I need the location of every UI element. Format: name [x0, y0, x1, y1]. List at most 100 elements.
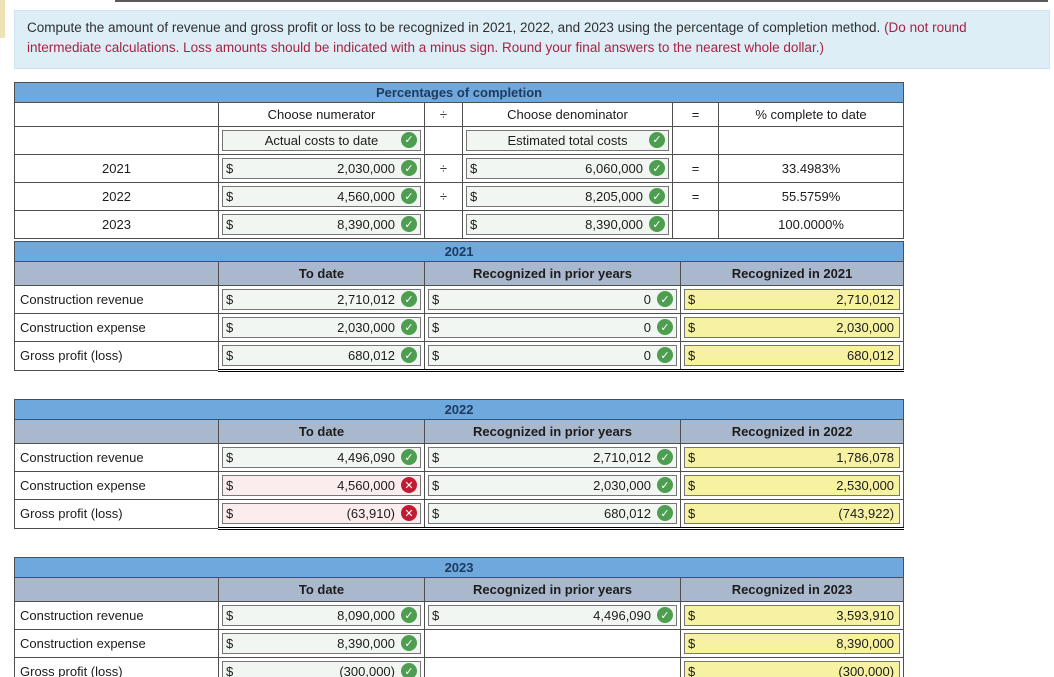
- to-date-input[interactable]: $ (300,000): [218, 656, 425, 677]
- check-icon: [657, 449, 673, 465]
- to-date-input[interactable]: $ 680,012: [218, 340, 425, 372]
- check-icon: [401, 291, 417, 307]
- recognized-result-cell: $ (300,000): [679, 656, 905, 677]
- recognized-value: 3,593,910: [836, 607, 895, 623]
- pct-row-2022: 2022 $ 4,560,000 ÷ $ 8,205,000: [14, 181, 905, 211]
- to-date-value: 2,030,000: [337, 319, 395, 335]
- dollar-sign: $: [688, 505, 696, 521]
- recognized-result-cell: $ 680,012: [679, 340, 905, 372]
- check-icon: [649, 188, 665, 204]
- row-label: Construction expense: [14, 312, 219, 342]
- to-date-value: 680,012: [348, 347, 395, 363]
- recognized-result-cell: $ (743,922): [679, 498, 905, 530]
- numerator-input-2023[interactable]: $ 8,390,000: [218, 209, 425, 239]
- prior-years-input[interactable]: $ 0: [424, 284, 681, 314]
- dollar-sign: $: [688, 635, 696, 651]
- row-label: Construction revenue: [14, 442, 219, 472]
- dollar-sign: $: [432, 607, 440, 623]
- to-date-input[interactable]: $ 8,090,000: [218, 600, 425, 630]
- recognized-result-cell: $ 2,710,012: [679, 284, 905, 314]
- row-label: Construction expense: [14, 628, 219, 658]
- section-header-blank: [14, 418, 219, 444]
- dollar-sign: $: [432, 291, 440, 307]
- row-label: Gross profit (loss): [14, 656, 219, 677]
- prior-years-value: 2,030,000: [593, 477, 651, 493]
- divide-sign: ÷: [424, 181, 463, 211]
- table-row: Construction revenue $ 2,710,012 $ 0: [14, 284, 905, 314]
- prior-years-input[interactable]: $ 680,012: [424, 498, 681, 530]
- pct-header-blank: [14, 101, 219, 127]
- denominator-value: 8,205,000: [585, 188, 643, 204]
- recognized-result-cell: $ 8,390,000: [679, 628, 905, 658]
- to-date-input[interactable]: $ 2,030,000: [218, 312, 425, 342]
- numerator-value: 8,390,000: [337, 216, 395, 232]
- table-row: Construction expense $ 8,390,000 $ 8,390…: [14, 628, 905, 658]
- denominator-input-2021[interactable]: $ 6,060,000: [462, 153, 673, 183]
- to-date-input[interactable]: $ 4,496,090: [218, 442, 425, 472]
- recognized-result-cell: $ 2,530,000: [679, 470, 905, 500]
- equals-sign: =: [672, 153, 719, 183]
- table-row: Construction revenue $ 4,496,090 $ 2,710…: [14, 442, 905, 472]
- prior-years-value: 0: [643, 319, 651, 335]
- prior-years-input[interactable]: $ 0: [424, 312, 681, 342]
- pct-equals-blank: [672, 125, 719, 155]
- recognized-result-cell: $ 2,030,000: [679, 312, 905, 342]
- denominator-input-2023[interactable]: $ 8,390,000: [462, 209, 673, 239]
- to-date-input[interactable]: $ 2,710,012: [218, 284, 425, 314]
- prior-years-input[interactable]: $ 2,710,012: [424, 442, 681, 472]
- pct-header-divide: ÷: [424, 101, 463, 127]
- recognized-result-cell: $ 3,593,910: [679, 600, 905, 630]
- section-title: 2022: [13, 398, 905, 420]
- denominator-value: 6,060,000: [585, 160, 643, 176]
- pct-result-blank: [717, 125, 905, 155]
- recognized-value: (300,000): [838, 663, 895, 677]
- col-recognized: Recognized in 2023: [679, 576, 905, 602]
- prior-years-value: 0: [643, 291, 651, 307]
- denominator-input-2022[interactable]: $ 8,205,000: [462, 181, 673, 211]
- prior-years-empty-cell: [424, 656, 681, 677]
- denominator-choice-label: Estimated total costs: [507, 132, 628, 148]
- numerator-input-2022[interactable]: $ 4,560,000: [218, 181, 425, 211]
- dollar-sign: $: [432, 505, 440, 521]
- pct-selector-blank: [14, 125, 219, 155]
- check-icon: [401, 131, 417, 148]
- year-table-2022: 2022 To date Recognized in prior years R…: [13, 398, 905, 530]
- prior-years-input[interactable]: $ 2,030,000: [424, 470, 681, 500]
- dollar-sign: $: [226, 216, 234, 232]
- prior-years-input[interactable]: $ 0: [424, 340, 681, 372]
- dollar-sign: $: [226, 347, 234, 363]
- to-date-value: 2,710,012: [337, 291, 395, 307]
- prior-years-value: 0: [643, 347, 651, 363]
- recognized-value: (743,922): [838, 505, 895, 521]
- dollar-sign: $: [226, 291, 234, 307]
- col-to-date: To date: [218, 260, 425, 286]
- recognized-value: 2,530,000: [836, 477, 895, 493]
- to-date-input[interactable]: $ 8,390,000: [218, 628, 425, 658]
- cross-icon: [401, 477, 417, 493]
- dollar-sign: $: [226, 635, 234, 651]
- to-date-input[interactable]: $ 4,560,000: [218, 470, 425, 500]
- row-label: Gross profit (loss): [14, 340, 219, 371]
- corner-artifact: [0, 0, 5, 38]
- check-icon: [401, 188, 417, 204]
- numerator-input-2021[interactable]: $ 2,030,000: [218, 153, 425, 183]
- to-date-input[interactable]: $ (63,910): [218, 498, 425, 530]
- col-recognized: Recognized in 2022: [679, 418, 905, 444]
- dollar-sign: $: [226, 663, 234, 677]
- check-icon: [657, 319, 673, 335]
- pct-complete-value: 100.0000%: [717, 209, 905, 239]
- dollar-sign: $: [432, 477, 440, 493]
- numerator-choice-cell[interactable]: Actual costs to date: [218, 125, 425, 155]
- check-icon: [401, 635, 417, 651]
- dollar-sign: $: [688, 663, 696, 677]
- prior-years-input[interactable]: $ 4,496,090: [424, 600, 681, 630]
- denominator-choice-cell[interactable]: Estimated total costs: [462, 125, 673, 155]
- check-icon: [401, 347, 417, 363]
- dollar-sign: $: [688, 319, 696, 335]
- dollar-sign: $: [470, 188, 478, 204]
- table-row: Construction expense $ 2,030,000 $ 0: [14, 312, 905, 342]
- section-header-blank: [14, 260, 219, 286]
- row-label: Construction revenue: [14, 600, 219, 630]
- col-to-date: To date: [218, 418, 425, 444]
